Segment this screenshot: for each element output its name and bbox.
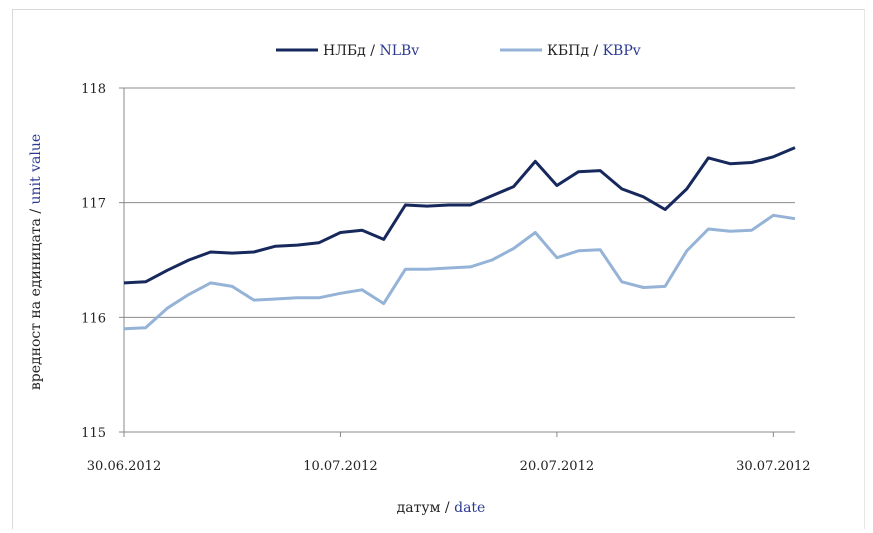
legend-kbp-sep: / [589,43,603,59]
legend-kbp-name-en: KBPv [603,43,641,59]
y-tick-label: 118 [81,82,106,97]
gridlines [119,87,795,433]
legend-label-kbp: КБПд / KBPv [547,43,641,59]
y-tick-label: 116 [81,311,106,326]
x-axis-title-sep: / [440,500,454,516]
y-axis-title-bg: вредност на единицата [28,218,44,390]
x-tick-labels: 30.06.2012 10.07.2012 20.07.2012 30.07.2012 [87,432,811,474]
chart-frame [12,9,865,529]
legend-nlb-name-en: NLBv [379,43,419,59]
x-axis-title-bg: датум [397,500,441,516]
y-tick-label: 115 [81,426,106,441]
legend-kbp-name: КБПд [547,43,589,59]
series-line-nlbv [123,146,796,285]
x-tick-label: 30.07.2012 [736,459,810,474]
y-tick-label: 117 [81,197,106,212]
x-axis-title-en: date [454,500,485,516]
series-lines [123,146,796,331]
series-line-kbpv [123,213,796,331]
y-axis-title-en: unit value [28,134,44,205]
x-tick-label: 10.07.2012 [303,459,377,474]
x-tick-label: 20.07.2012 [520,459,594,474]
y-axis-title-sep: / [28,204,44,218]
legend-label-nlb: НЛБд / NLBv [323,43,419,59]
y-tick-labels: 115 116 117 118 [81,82,106,441]
y-axis-title: вредност на единицата / unit value [28,134,44,390]
legend-nlb-name: НЛБд [323,43,366,59]
legend-nlb-sep: / [366,43,380,59]
x-axis-title: датум / date [397,500,486,516]
x-tick-label: 30.06.2012 [87,459,161,474]
axes [123,88,795,433]
legend: НЛБд / NLBv КБПд / KBPv [276,43,641,59]
